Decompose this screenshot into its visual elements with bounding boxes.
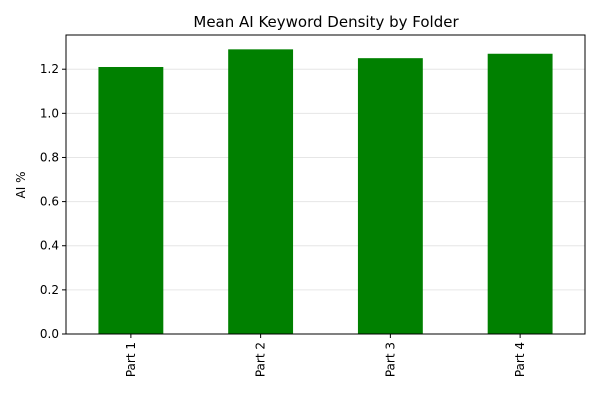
x-axis-ticks: Part 1 Part 2 Part 3 Part 4 bbox=[124, 334, 527, 377]
bar-part-3 bbox=[357, 58, 423, 335]
plot-frame bbox=[65, 34, 586, 335]
bar-part-4 bbox=[487, 53, 553, 334]
x-tick-label: Part 2 bbox=[254, 342, 268, 377]
y-tick-label: 1.2 bbox=[40, 62, 59, 76]
y-tick-label: 0.6 bbox=[40, 195, 59, 209]
x-tick-label: Part 4 bbox=[513, 342, 527, 377]
y-tick-label: 0.8 bbox=[40, 150, 59, 164]
y-tick-label: 1.0 bbox=[40, 106, 59, 120]
x-tick-label: Part 3 bbox=[383, 342, 397, 377]
y-axis-label: AI % bbox=[14, 172, 28, 199]
bars bbox=[98, 49, 553, 335]
y-tick-label: 0.4 bbox=[40, 239, 59, 253]
x-tick-label: Part 1 bbox=[124, 342, 138, 377]
bar-part-1 bbox=[98, 66, 164, 334]
bar-part-2 bbox=[228, 49, 294, 335]
y-axis-ticks: 0.0 0.2 0.4 0.6 0.8 1.0 1.2 bbox=[40, 62, 66, 341]
chart-title: Mean AI Keyword Density by Folder bbox=[193, 13, 459, 31]
y-tick-label: 0.0 bbox=[40, 327, 59, 341]
y-tick-label: 0.2 bbox=[40, 283, 59, 297]
